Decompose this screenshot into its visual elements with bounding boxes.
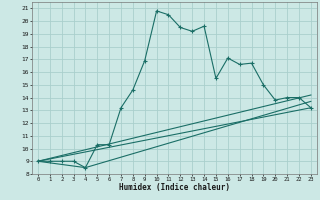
X-axis label: Humidex (Indice chaleur): Humidex (Indice chaleur) — [119, 183, 230, 192]
